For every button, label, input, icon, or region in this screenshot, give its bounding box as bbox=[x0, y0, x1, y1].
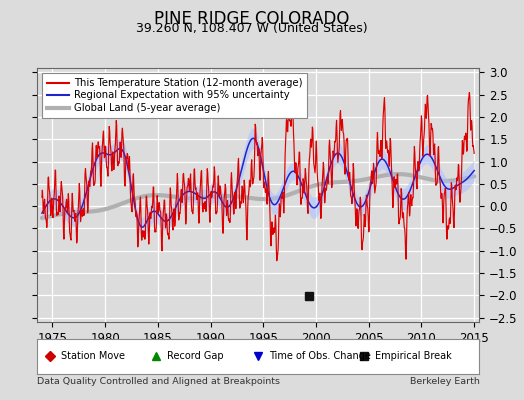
Text: Berkeley Earth: Berkeley Earth bbox=[410, 377, 479, 386]
Text: Time of Obs. Change: Time of Obs. Change bbox=[269, 352, 371, 362]
Text: Station Move: Station Move bbox=[61, 352, 125, 362]
Text: PINE RIDGE COLORADO: PINE RIDGE COLORADO bbox=[154, 10, 349, 28]
Text: Empirical Break: Empirical Break bbox=[375, 352, 452, 362]
Text: Record Gap: Record Gap bbox=[167, 352, 224, 362]
Text: Data Quality Controlled and Aligned at Breakpoints: Data Quality Controlled and Aligned at B… bbox=[37, 377, 280, 386]
Text: 39.260 N, 108.407 W (United States): 39.260 N, 108.407 W (United States) bbox=[136, 22, 367, 35]
Legend: This Temperature Station (12-month average), Regional Expectation with 95% uncer: This Temperature Station (12-month avera… bbox=[42, 73, 307, 118]
